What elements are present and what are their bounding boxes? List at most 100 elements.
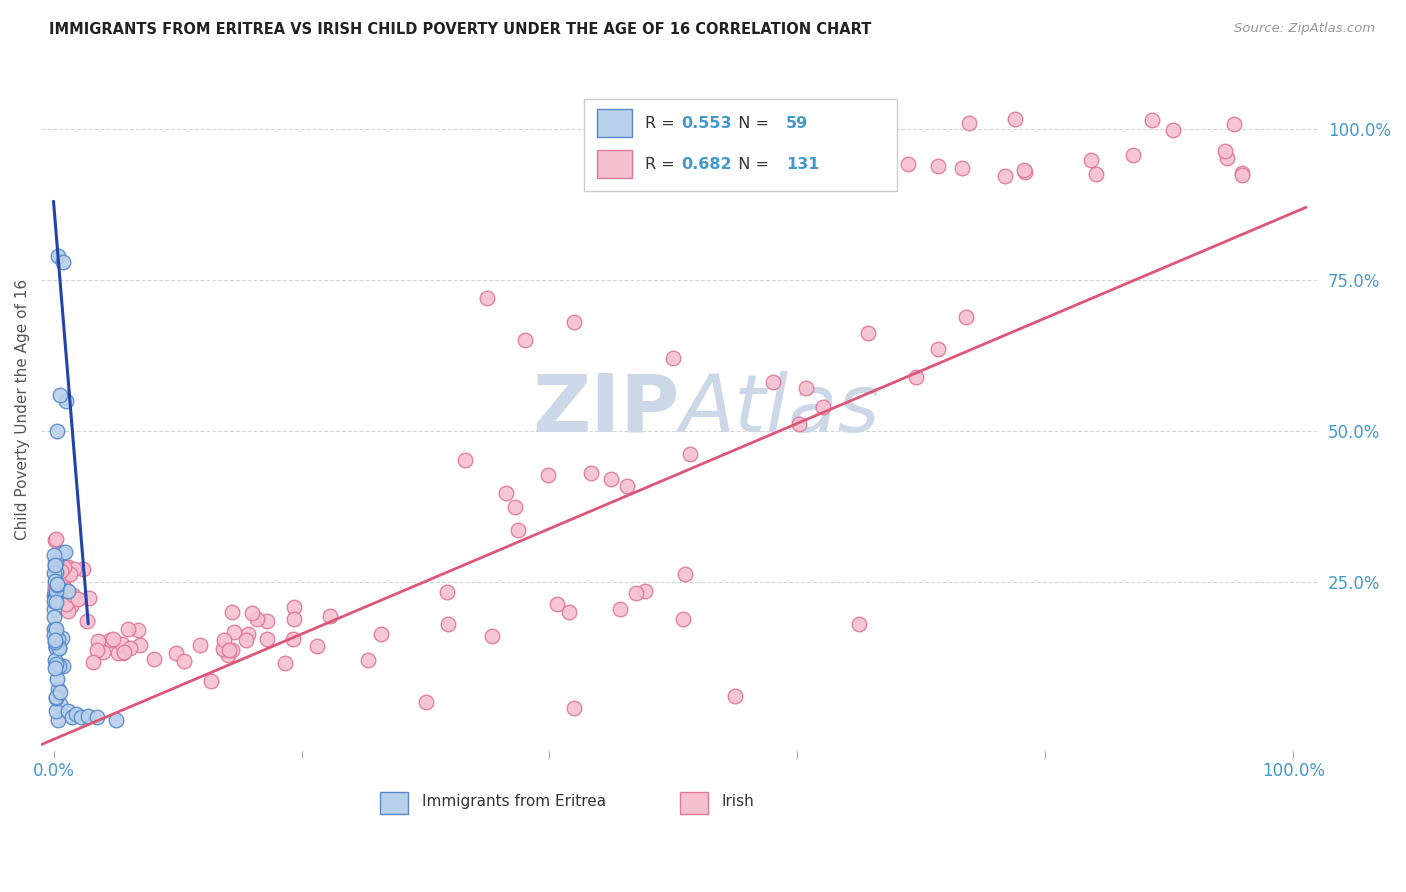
Point [44,661,66,675]
Point [91,645,114,659]
Point [672,612,695,626]
Point [46,632,69,647]
Point [246,612,269,626]
Point [370,627,392,641]
Point [77,591,100,605]
Point [217,648,239,662]
Point [283,632,305,646]
Point [48,698,70,712]
Text: N =: N = [728,116,775,130]
Point [53,559,76,574]
Point [46,568,69,582]
Point [48,659,70,673]
Point [42,566,65,581]
Point [45,578,67,592]
Point [42,588,65,602]
Point [1230,166,1253,180]
Point [897,157,920,171]
Point [55,597,77,611]
Point [950,161,973,175]
Point [762,376,785,390]
Point [48,559,70,574]
Point [76,614,98,628]
Point [49,684,72,698]
Point [508,524,530,538]
Point [1014,162,1036,177]
Point [558,605,581,619]
Point [44,635,66,649]
Point [52,573,75,587]
Point [67,591,90,606]
Point [503,500,526,514]
Point [86,710,108,724]
Point [52,568,75,582]
FancyBboxPatch shape [596,110,633,136]
Point [51,546,73,560]
Text: ZIP: ZIP [533,370,679,449]
Point [600,472,623,486]
Point [51,631,73,645]
FancyBboxPatch shape [596,151,633,178]
Point [212,642,235,657]
Point [794,381,817,395]
FancyBboxPatch shape [679,792,707,814]
Point [44,632,66,647]
Point [44,578,66,592]
Point [513,333,536,347]
Point [112,644,135,658]
Point [319,608,342,623]
Point [48,249,70,263]
Point [44,628,66,642]
Point [955,310,977,324]
Point [98,633,121,648]
Point [46,577,69,591]
Point [120,640,142,655]
Point [42,602,65,616]
Point [49,583,72,598]
Point [1004,112,1026,126]
Point [240,606,263,620]
Point [45,640,67,654]
Point [63,562,86,576]
Point [56,583,79,598]
Point [45,533,67,547]
Point [1213,145,1236,159]
Text: Irish: Irish [721,795,755,809]
Point [624,586,647,600]
Text: IMMIGRANTS FROM ERITREA VS IRISH CHILD POVERTY UNDER THE AGE OF 16 CORRELATION C: IMMIGRANTS FROM ERITREA VS IRISH CHILD P… [49,22,872,37]
Point [305,639,328,653]
Point [77,708,100,723]
Point [481,628,503,642]
Point [1140,112,1163,127]
Point [562,701,585,715]
Point [46,681,69,696]
Point [72,562,94,576]
Point [112,646,135,660]
Point [42,622,65,636]
Point [357,653,380,667]
Point [143,652,166,666]
Point [45,673,67,687]
Point [579,467,602,481]
Point [436,584,458,599]
Point [58,559,80,574]
Point [101,632,124,647]
Point [44,584,66,599]
Point [562,315,585,329]
Point [129,639,152,653]
Point [1223,117,1246,131]
Point [82,655,104,669]
Point [787,417,810,431]
Point [86,643,108,657]
Point [55,393,77,408]
Point [44,555,66,569]
Point [45,583,67,598]
Point [724,690,747,704]
Text: N =: N = [728,156,775,171]
Point [44,558,66,573]
Point [45,577,67,591]
Point [256,614,278,628]
Text: 0.682: 0.682 [681,156,731,171]
Text: 0.553: 0.553 [681,116,731,130]
Point [44,591,66,606]
